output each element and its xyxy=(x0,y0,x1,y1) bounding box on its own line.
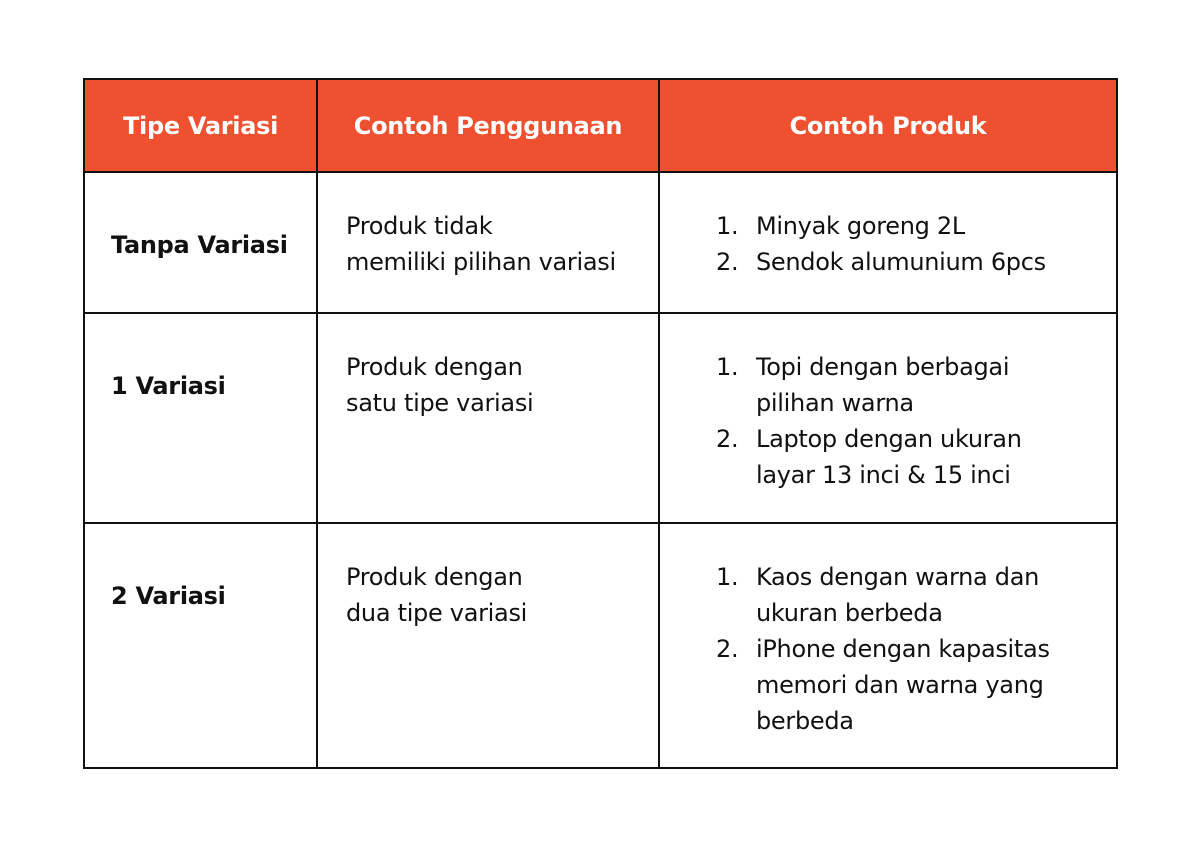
penggunaan-cell: Produk dengan dua tipe variasi xyxy=(316,522,660,769)
penggunaan-line: Produk dengan xyxy=(346,353,523,381)
produk-list-item: 2. Sendok alumunium 6pcs xyxy=(660,244,1106,280)
tipe-variasi-cell: 1 Variasi xyxy=(83,312,318,524)
tipe-variasi-cell: 2 Variasi xyxy=(83,522,318,769)
produk-line: layar 13 inci & 15 inci xyxy=(756,461,1011,489)
produk-cell: 1. Minyak goreng 2L 2. Sendok alumunium 6pc… xyxy=(658,171,1118,314)
produk-list-item: 2. iPhone dengan kapasitas memori dan warn… xyxy=(660,631,1106,739)
variation-table: Tipe Variasi Contoh Penggunaan Contoh Pr… xyxy=(83,78,1118,769)
produk-list-item: 2. Laptop dengan ukuran layar 13 inci & 15… xyxy=(660,421,1106,493)
penggunaan-line: memiliki pilihan variasi xyxy=(346,248,616,276)
penggunaan-cell: Produk dengan satu tipe variasi xyxy=(316,312,660,524)
table-row: 1 Variasi Produk dengan satu tipe variasi 1… xyxy=(83,312,1118,524)
produk-line: Kaos dengan warna dan xyxy=(756,563,1040,591)
produk-list-item: 1. Topi dengan berbagai pilihan warna xyxy=(660,349,1106,421)
produk-line: berbeda xyxy=(756,707,854,735)
table-row: 2 Variasi Produk dengan dua tipe variasi 1.… xyxy=(83,522,1118,769)
produk-line: Minyak goreng 2L xyxy=(756,212,965,240)
tipe-variasi-cell: Tanpa Variasi xyxy=(83,171,318,314)
produk-list-item: 1. Kaos dengan warna dan ukuran berbeda xyxy=(660,559,1106,631)
list-number: 1. xyxy=(716,563,739,591)
penggunaan-line: Produk tidak xyxy=(346,212,493,240)
tipe-variasi: 1 Variasi xyxy=(111,372,226,400)
produk-cell: 1. Topi dengan berbagai pilihan warna 2. Lap… xyxy=(658,312,1118,524)
produk-line: ukuran berbeda xyxy=(756,599,943,627)
list-number: 1. xyxy=(716,353,739,381)
produk-line: pilihan warna xyxy=(756,389,914,417)
produk-line: Topi dengan berbagai xyxy=(756,353,1010,381)
list-number: 2. xyxy=(716,635,739,663)
penggunaan-line: satu tipe variasi xyxy=(346,389,534,417)
list-number: 2. xyxy=(716,248,739,276)
header-contoh-penggunaan: Contoh Penggunaan xyxy=(316,78,660,173)
penggunaan-line: dua tipe variasi xyxy=(346,599,528,627)
header-row: Tipe Variasi Contoh Penggunaan Contoh Pr… xyxy=(83,78,1118,173)
produk-line: memori dan warna yang xyxy=(756,671,1044,699)
list-number: 1. xyxy=(716,212,739,240)
penggunaan-cell: Produk tidak memiliki pilihan variasi xyxy=(316,171,660,314)
penggunaan-line: Produk dengan xyxy=(346,563,523,591)
produk-line: Sendok alumunium 6pcs xyxy=(756,248,1046,276)
tipe-variasi: Tanpa Variasi xyxy=(111,231,288,259)
produk-line: Laptop dengan ukuran xyxy=(756,425,1022,453)
table-row: Tanpa Variasi Produk tidak memiliki piliha… xyxy=(83,171,1118,314)
tipe-variasi: 2 Variasi xyxy=(111,582,226,610)
produk-line: iPhone dengan kapasitas xyxy=(756,635,1050,663)
header-contoh-produk: Contoh Produk xyxy=(658,78,1118,173)
list-number: 2. xyxy=(716,425,739,453)
produk-cell: 1. Kaos dengan warna dan ukuran berbeda 2. i… xyxy=(658,522,1118,769)
produk-list-item: 1. Minyak goreng 2L xyxy=(660,208,1106,244)
header-tipe-variasi: Tipe Variasi xyxy=(83,78,318,173)
